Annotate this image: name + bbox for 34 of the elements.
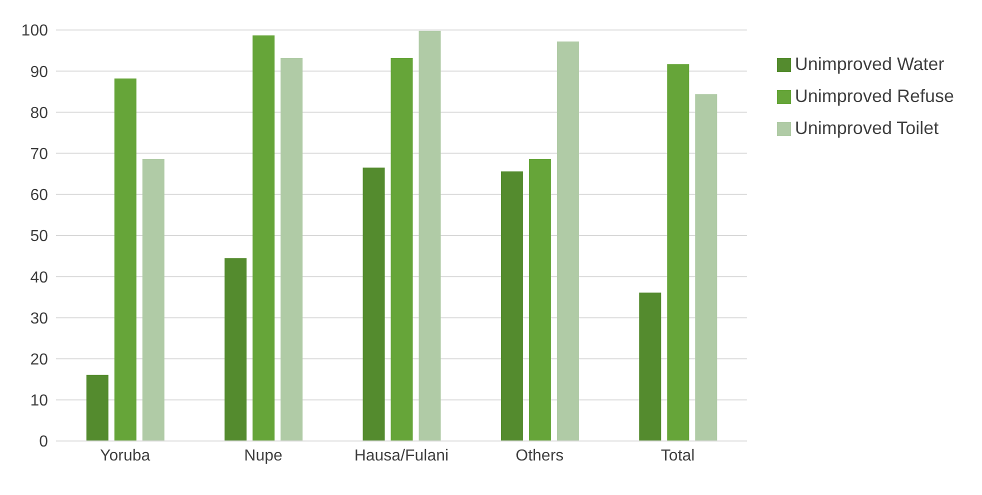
bar xyxy=(86,374,108,441)
y-tick-label: 100 xyxy=(21,22,48,40)
bar xyxy=(224,258,247,441)
bar xyxy=(390,58,413,441)
y-tick-label: 0 xyxy=(39,434,48,451)
x-tick-label: Total xyxy=(660,447,695,464)
x-tick-label: Yoruba xyxy=(100,447,150,464)
y-tick-label: 30 xyxy=(30,310,48,328)
bar xyxy=(142,159,164,441)
bar xyxy=(500,171,523,441)
y-tick-label: 50 xyxy=(30,228,48,246)
legend-label: Unimproved Water xyxy=(794,54,944,74)
bar xyxy=(418,30,441,441)
bar xyxy=(280,58,303,441)
y-tick-label: 40 xyxy=(30,269,48,286)
bar xyxy=(362,168,385,441)
y-tick-label: 10 xyxy=(30,392,48,410)
x-tick-label: Hausa/Fulani xyxy=(354,447,449,464)
y-tick-label: 60 xyxy=(30,187,48,204)
bar xyxy=(114,78,136,441)
y-tick-label: 70 xyxy=(30,146,48,163)
legend-label: Unimproved Toilet xyxy=(794,118,939,138)
legend-label: Unimproved Refuse xyxy=(794,86,954,106)
y-tick-label: 90 xyxy=(30,64,48,81)
bar xyxy=(639,292,662,441)
x-tick-label: Nupe xyxy=(244,447,283,464)
bar xyxy=(252,35,275,441)
bar xyxy=(667,64,690,441)
x-tick-label: Others xyxy=(516,447,564,464)
bar xyxy=(528,159,551,441)
y-tick-label: 80 xyxy=(30,104,48,122)
bar xyxy=(695,94,718,441)
y-tick-label: 20 xyxy=(30,351,48,368)
bar xyxy=(556,42,579,441)
